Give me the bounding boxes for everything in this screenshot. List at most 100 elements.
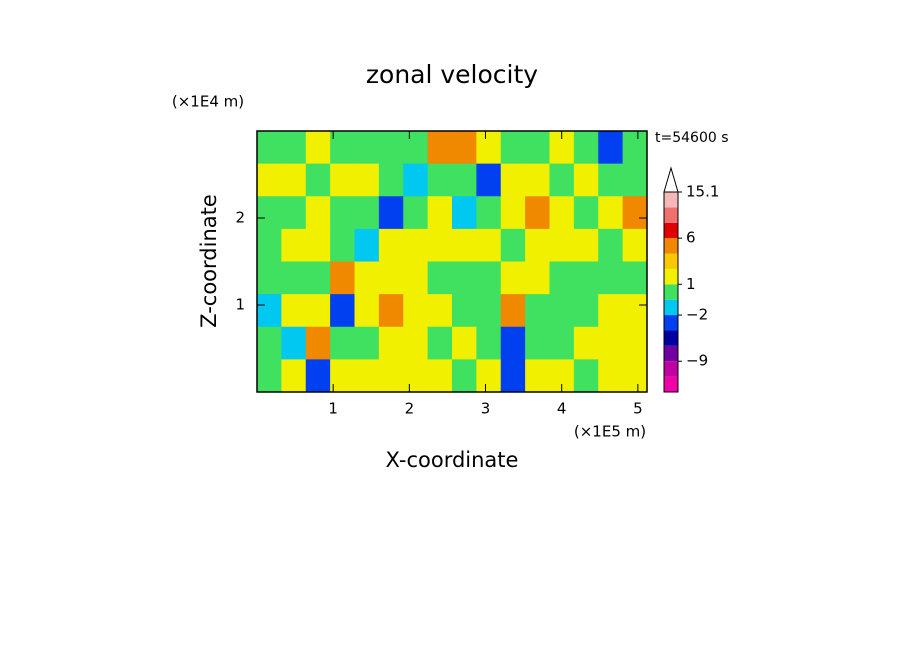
contour-cell	[622, 326, 648, 360]
colorbar-bin	[664, 268, 678, 285]
contour-cell	[452, 228, 477, 262]
contour-cell	[500, 196, 526, 230]
colorbar-tick-label: 6	[686, 229, 696, 247]
contour-cell	[305, 163, 331, 197]
contour-cell	[354, 196, 380, 230]
contour-cell	[378, 131, 404, 165]
contour-cell	[305, 261, 331, 295]
contour-cell	[525, 294, 550, 328]
contour-cell	[281, 261, 307, 295]
contour-cell	[403, 196, 429, 230]
contour-cell	[598, 294, 624, 328]
contour-cell	[257, 326, 282, 360]
contour-cell	[330, 261, 355, 295]
contour-cell	[525, 131, 550, 165]
colorbar-bin	[664, 299, 678, 316]
colorbar-bin	[664, 345, 678, 362]
contour-cell	[500, 326, 526, 360]
contour-cell	[525, 326, 550, 360]
contour-cell	[305, 131, 331, 165]
contour-cell	[500, 359, 526, 393]
contour-cell	[525, 163, 550, 197]
contour-cell	[622, 196, 648, 230]
contour-cell	[500, 163, 526, 197]
contour-cell	[378, 228, 404, 262]
contour-cell	[257, 359, 282, 393]
contour-cell	[622, 294, 648, 328]
contour-cell	[378, 196, 404, 230]
y-tick-label: 2	[235, 209, 245, 227]
contour-cell	[622, 261, 648, 295]
contour-cell	[427, 326, 453, 360]
contour-cell	[622, 131, 648, 165]
contour-cell	[257, 294, 282, 328]
plot-frame	[256, 130, 648, 393]
contour-cell	[525, 261, 550, 295]
contour-cell	[330, 163, 355, 197]
contour-cell	[525, 228, 550, 262]
contour-cell	[378, 326, 404, 360]
contour-cell	[598, 131, 624, 165]
overlay: 1 2 3 4 5 1 2 15.1 6 1 −2 −9	[235, 130, 719, 418]
contour-cell	[452, 163, 477, 197]
colorbar-tick-label: −9	[686, 352, 708, 370]
contour-cell	[500, 131, 526, 165]
x-tick-label: 4	[557, 400, 567, 418]
colorbar-bin	[664, 284, 678, 300]
contour-cell	[281, 196, 307, 230]
contour-cell	[305, 294, 331, 328]
x-tick-label: 3	[481, 400, 491, 418]
contour-cell	[305, 228, 331, 262]
contour-cell	[354, 326, 380, 360]
x-axis-label: X-coordinate	[386, 448, 519, 472]
annotation: t=54600 s	[655, 130, 729, 146]
contour-cell	[622, 228, 648, 262]
contour-cell	[452, 261, 477, 295]
contour-cell	[403, 131, 429, 165]
contour-cell	[281, 326, 307, 360]
contour-cell	[476, 326, 502, 360]
contour-cell	[573, 261, 599, 295]
contour-cell	[573, 131, 599, 165]
contour-cell	[549, 261, 575, 295]
contour-cell	[573, 196, 599, 230]
contour-cell	[427, 359, 453, 393]
colorbar-frame	[663, 191, 679, 393]
contour-cell	[354, 228, 380, 262]
colorbar-bin	[664, 238, 678, 254]
chart-title: zonal velocity	[366, 60, 538, 89]
colorbar-bin	[664, 207, 678, 223]
contour-cell	[573, 359, 599, 393]
contour-cell	[257, 163, 282, 197]
contour-cell	[427, 294, 453, 328]
contour-cell	[476, 294, 502, 328]
contour-cell	[549, 326, 575, 360]
contour-cell	[549, 196, 575, 230]
x-unit: (×1E5 m)	[574, 423, 646, 441]
contour-cell	[622, 359, 648, 393]
contour-cell	[403, 359, 429, 393]
contour-cell	[330, 326, 355, 360]
contour-cell	[622, 163, 648, 197]
colorbar-bin	[664, 253, 678, 269]
contour-cell	[427, 261, 453, 295]
x-tick-label: 5	[633, 400, 643, 418]
colorbar-bin	[664, 376, 678, 392]
contour-cell	[573, 326, 599, 360]
contour-cell	[525, 196, 550, 230]
contour-cell	[354, 131, 380, 165]
contour-cell	[281, 228, 307, 262]
contour-cell	[281, 163, 307, 197]
contour-cell	[257, 196, 282, 230]
contour-cell	[427, 196, 453, 230]
contour-cell	[354, 294, 380, 328]
contour-cell	[305, 326, 331, 360]
colorbar-bin	[664, 222, 678, 239]
contour-cell	[354, 261, 380, 295]
contour-cell	[573, 163, 599, 197]
contour-cell	[257, 261, 282, 295]
contour-cell	[452, 294, 477, 328]
colorbar-bin	[664, 361, 678, 377]
contour-cell	[330, 228, 355, 262]
y-axis-label: Z-coordinate	[197, 194, 221, 328]
